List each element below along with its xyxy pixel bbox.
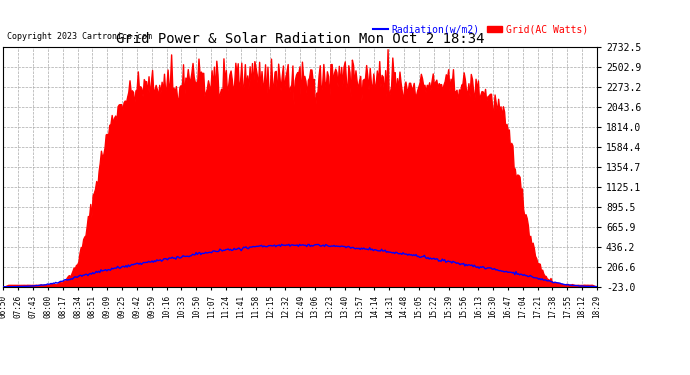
Title: Grid Power & Solar Radiation Mon Oct 2 18:34: Grid Power & Solar Radiation Mon Oct 2 1…: [116, 32, 484, 46]
Text: Copyright 2023 Cartronics.com: Copyright 2023 Cartronics.com: [7, 32, 152, 41]
Legend: Radiation(w/m2), Grid(AC Watts): Radiation(w/m2), Grid(AC Watts): [369, 21, 592, 38]
